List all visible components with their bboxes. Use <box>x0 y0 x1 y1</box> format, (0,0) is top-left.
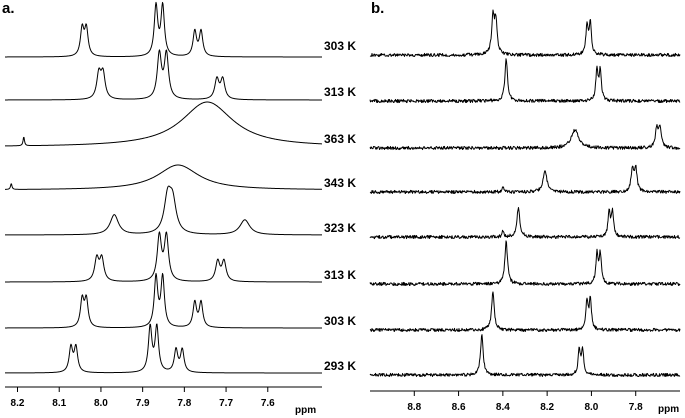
spectrum-trace-a-2 <box>5 49 322 101</box>
spectrum-trace-a-7 <box>5 272 323 329</box>
x-tick-label: 8.1 <box>52 398 66 409</box>
x-tick-label: 8.6 <box>452 402 466 413</box>
x-tick-label: 8.2 <box>11 398 25 409</box>
temperature-label: 313 K <box>324 85 356 99</box>
x-tick-label: 7.7 <box>219 398 233 409</box>
spectrum-trace-b-6 <box>369 240 681 287</box>
panel-a-spectra <box>4 1 323 374</box>
x-tick-label: 8.4 <box>496 402 510 413</box>
temperature-label: 293 K <box>324 359 356 373</box>
panel-b-label: b. <box>371 0 384 17</box>
spectrum-trace-a-5 <box>5 185 322 236</box>
spectrum-trace-b-2 <box>369 58 681 104</box>
spectrum-trace-a-8 <box>5 323 322 374</box>
temperature-labels: 303 K 313 K 363 K 343 K 323 K 313 K 303 K 293 K <box>324 39 356 373</box>
temperature-label: 343 K <box>324 176 356 190</box>
panel-a-x-ticks: 8.2 8.1 8.0 7.9 7.8 7.7 7.6 <box>11 387 275 409</box>
x-tick-label: 8.8 <box>407 402 421 413</box>
x-tick-label: 7.8 <box>177 398 191 409</box>
x-tick-label: 7.6 <box>261 398 275 409</box>
panel-b: b. 303 K 313 K 363 K 343 K 323 K 313 K 303 K 29… <box>324 0 681 415</box>
x-tick-label: 8.0 <box>94 398 108 409</box>
spectrum-trace-a-6 <box>5 231 322 283</box>
panel-a-label: a. <box>2 0 15 17</box>
temperature-label: 313 K <box>324 268 356 282</box>
spectrum-trace-b-3 <box>369 124 681 151</box>
panel-b-spectra <box>369 9 681 378</box>
x-tick-label: 7.9 <box>136 398 150 409</box>
spectrum-trace-a-3 <box>5 101 323 147</box>
spectrum-trace-b-4 <box>369 164 681 195</box>
spectrum-trace-a-4 <box>4 164 323 190</box>
spectrum-trace-b-7 <box>369 291 681 333</box>
temperature-label: 323 K <box>324 221 356 235</box>
spectrum-trace-b-1 <box>369 9 681 58</box>
temperature-label: 363 K <box>324 132 356 146</box>
panel-a: a. 8.2 8.1 8.0 7.9 7.8 7.7 7.6 ppm <box>2 0 323 416</box>
panel-b-x-ticks: 8.8 8.6 8.4 8.2 8.0 7.8 <box>407 391 643 413</box>
x-tick-label: 7.8 <box>629 402 643 413</box>
spectrum-trace-b-8 <box>369 334 681 378</box>
panel-b-x-axis-label: ppm <box>658 404 679 415</box>
temperature-label: 303 K <box>324 314 356 328</box>
spectrum-trace-a-1 <box>5 1 323 58</box>
spectrum-trace-b-5 <box>369 207 681 240</box>
x-tick-label: 8.0 <box>584 402 598 413</box>
temperature-label: 303 K <box>324 39 356 53</box>
panel-a-x-axis-label: ppm <box>295 405 316 416</box>
x-tick-label: 8.2 <box>540 402 554 413</box>
